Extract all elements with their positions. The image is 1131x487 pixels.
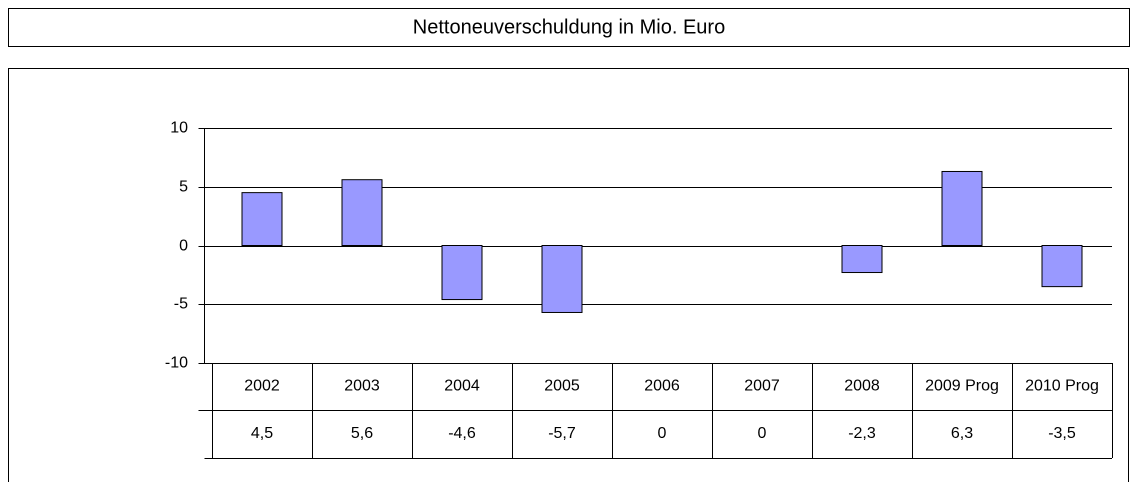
y-tick-label: 0 [179,238,188,255]
bar [941,170,983,247]
chart-title: Nettoneuverschuldung in Mio. Euro [413,16,725,38]
bar [241,192,283,246]
value-label: 6,3 [951,425,973,442]
bar [1041,245,1083,288]
chart-frame [8,68,1129,482]
y-tick-label: -5 [174,296,188,313]
value-label: 5,6 [351,425,373,442]
y-tick-label: 10 [170,120,188,137]
value-label: -3,5 [1048,425,1076,442]
value-label: -4,6 [448,425,476,442]
x-tick-label: 2003 [344,378,380,395]
bar [441,245,483,301]
value-label: 4,5 [251,425,273,442]
value-label: -5,7 [548,425,576,442]
value-label: 0 [758,425,767,442]
bar [341,179,383,246]
x-tick-label: 2002 [244,378,280,395]
y-tick-label: -10 [165,355,188,372]
x-tick-label: 2006 [644,378,680,395]
title-box [8,8,1130,47]
x-tick-label: 2005 [544,378,580,395]
bar [841,245,883,274]
value-label: -2,3 [848,425,876,442]
x-tick-label: 2008 [844,378,880,395]
bar [541,245,583,313]
x-tick-label: 2010 Prog [1025,378,1099,395]
value-label: 0 [658,425,667,442]
x-tick-label: 2007 [744,378,780,395]
y-tick-label: 5 [179,179,188,196]
x-tick-label: 2009 Prog [925,378,999,395]
x-tick-label: 2004 [444,378,480,395]
